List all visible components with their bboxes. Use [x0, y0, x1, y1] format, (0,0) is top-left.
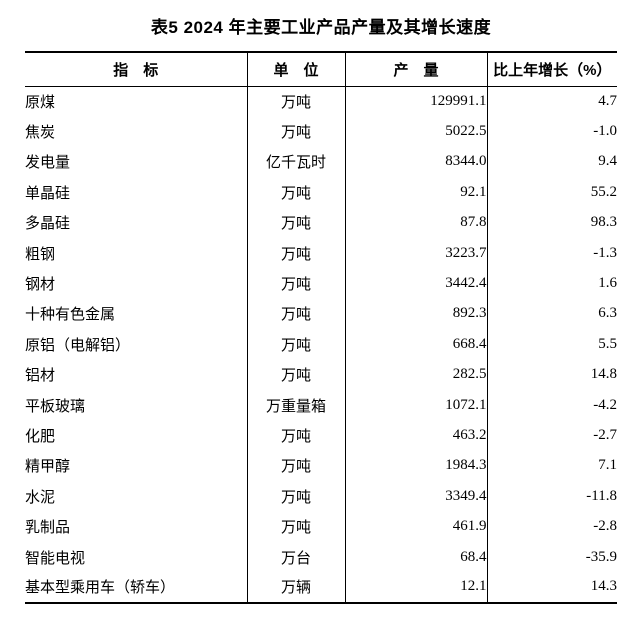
- table-row: 水泥 万吨 3349.4 -11.8: [25, 481, 617, 512]
- unit-cell: 万吨: [247, 420, 346, 451]
- growth-cell: -1.0: [593, 123, 617, 140]
- table-row: 十种有色金属 万吨 892.3 6.3: [25, 298, 617, 330]
- table-row: 发电量 亿千瓦时 8344.0 9.4: [25, 146, 617, 178]
- growth-cell: 7.1: [598, 457, 617, 474]
- header-indicator: 指 标: [25, 52, 248, 87]
- page-title: 表5 2024 年主要工业产品产量及其增长速度: [150, 18, 492, 37]
- unit-cell: 万吨: [247, 237, 346, 269]
- table-row: 单晶硅 万吨 92.1 55.2: [25, 177, 617, 208]
- output-cell: 87.8: [345, 207, 488, 238]
- output-cell: 282.5: [345, 359, 488, 390]
- indicator-cell: 水泥: [25, 481, 248, 512]
- table-row: 乳制品 万吨 461.9 -2.8: [25, 511, 617, 542]
- growth-cell: -4.2: [593, 396, 617, 413]
- indicator-cell: 化肥: [25, 420, 248, 451]
- unit-cell: 万吨: [247, 177, 346, 208]
- output-cell: 3223.7: [345, 237, 488, 269]
- output-cell: 1072.1: [345, 389, 488, 421]
- indicator-cell: 智能电视: [25, 541, 248, 573]
- growth-cell: 55.2: [590, 183, 617, 200]
- table-row: 基本型乘用车（轿车） 万辆 12.1 14.3: [25, 572, 617, 603]
- output-cell: 3442.4: [345, 268, 488, 299]
- growth-cell: -11.8: [586, 487, 617, 504]
- output-cell: 463.2: [345, 420, 488, 451]
- unit-cell: 万台: [247, 541, 346, 573]
- output-cell: 1984.3: [345, 450, 488, 482]
- growth-cell: 6.3: [598, 305, 617, 322]
- table-row: 平板玻璃 万重量箱 1072.1 -4.2: [25, 389, 617, 421]
- unit-cell: 亿千瓦时: [247, 146, 346, 178]
- output-cell: 92.1: [345, 177, 488, 208]
- unit-cell: 万吨: [247, 298, 346, 330]
- growth-cell: -35.9: [585, 548, 617, 565]
- indicator-cell: 原铝（电解铝）: [25, 329, 248, 360]
- indicator-cell: 基本型乘用车（轿车）: [25, 572, 248, 603]
- output-cell: 5022.5: [345, 116, 488, 147]
- growth-cell: 14.8: [590, 366, 617, 383]
- output-cell: 8344.0: [345, 146, 488, 178]
- unit-cell: 万重量箱: [247, 389, 346, 421]
- unit-cell: 万吨: [247, 329, 346, 360]
- industrial-output-table: 指 标 单 位 产 量 比上年增长（%） 原煤 万吨 129991.1 4.7 …: [25, 51, 617, 604]
- output-cell: 3349.4: [345, 481, 488, 512]
- table-row: 多晶硅 万吨 87.8 98.3: [25, 207, 617, 238]
- header-unit: 单 位: [247, 52, 346, 87]
- table-row: 粗钢 万吨 3223.7 -1.3: [25, 237, 617, 269]
- table-header-row: 指 标 单 位 产 量 比上年增长（%）: [25, 52, 617, 87]
- output-cell: 129991.1: [345, 86, 488, 117]
- indicator-cell: 钢材: [25, 268, 248, 299]
- growth-cell: 9.4: [598, 153, 617, 170]
- unit-cell: 万吨: [247, 450, 346, 482]
- growth-cell: 14.3: [590, 578, 617, 595]
- unit-cell: 万吨: [247, 116, 346, 147]
- indicator-cell: 十种有色金属: [25, 298, 248, 330]
- indicator-cell: 发电量: [25, 146, 248, 178]
- table-row: 原铝（电解铝） 万吨 668.4 5.5: [25, 329, 617, 360]
- output-cell: 12.1: [345, 572, 488, 603]
- output-cell: 461.9: [345, 511, 488, 542]
- growth-cell: -2.8: [593, 518, 617, 535]
- header-growth: 比上年增长（%）: [487, 52, 617, 87]
- table-row: 钢材 万吨 3442.4 1.6: [25, 268, 617, 299]
- indicator-cell: 多晶硅: [25, 207, 248, 238]
- header-output: 产 量: [345, 52, 488, 87]
- growth-cell: -2.7: [593, 426, 617, 443]
- output-cell: 668.4: [345, 329, 488, 360]
- indicator-cell: 精甲醇: [25, 450, 248, 482]
- growth-cell: 4.7: [598, 92, 617, 109]
- growth-cell: 1.6: [598, 275, 617, 292]
- indicator-cell: 铝材: [25, 359, 248, 390]
- unit-cell: 万辆: [247, 572, 346, 603]
- unit-cell: 万吨: [247, 268, 346, 299]
- table-row: 智能电视 万台 68.4 -35.9: [25, 541, 617, 573]
- growth-cell: -1.3: [593, 244, 617, 261]
- growth-cell: 5.5: [598, 335, 617, 352]
- indicator-cell: 焦炭: [25, 116, 248, 147]
- unit-cell: 万吨: [247, 481, 346, 512]
- unit-cell: 万吨: [247, 511, 346, 542]
- output-cell: 68.4: [345, 541, 488, 573]
- unit-cell: 万吨: [247, 86, 346, 117]
- growth-cell: 98.3: [590, 214, 617, 231]
- indicator-cell: 乳制品: [25, 511, 248, 542]
- table-row: 精甲醇 万吨 1984.3 7.1: [25, 450, 617, 482]
- indicator-cell: 平板玻璃: [25, 389, 248, 421]
- output-cell: 892.3: [345, 298, 488, 330]
- table-row: 原煤 万吨 129991.1 4.7: [25, 86, 617, 117]
- indicator-cell: 粗钢: [25, 237, 248, 269]
- table-row: 焦炭 万吨 5022.5 -1.0: [25, 116, 617, 147]
- indicator-cell: 原煤: [25, 86, 248, 117]
- indicator-cell: 单晶硅: [25, 177, 248, 208]
- table-row: 铝材 万吨 282.5 14.8: [25, 359, 617, 390]
- unit-cell: 万吨: [247, 359, 346, 390]
- unit-cell: 万吨: [247, 207, 346, 238]
- table-row: 化肥 万吨 463.2 -2.7: [25, 420, 617, 451]
